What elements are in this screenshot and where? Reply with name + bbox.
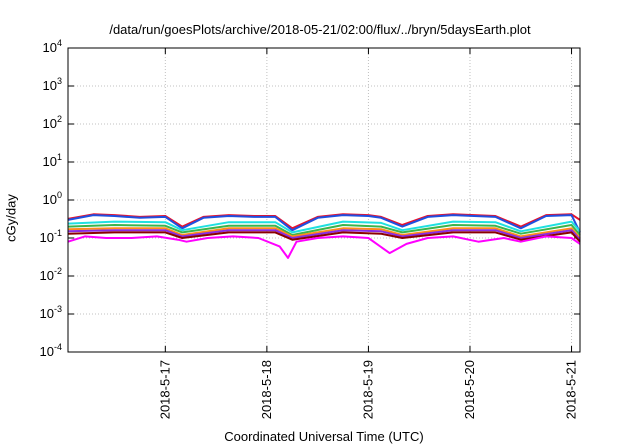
data-series-line (67, 214, 581, 233)
chart-title: /data/run/goesPlots/archive/2018-05-21/0… (109, 22, 531, 37)
y-tick-label: 10-3 (40, 304, 62, 321)
y-tick-label: 103 (43, 76, 62, 93)
data-series-line (67, 235, 581, 259)
x-tick-label: 2018-5-17 (157, 360, 172, 419)
x-tick-label: 2018-5-20 (462, 360, 477, 419)
x-tick-label: 2018-5-21 (564, 360, 579, 419)
y-tick-label: 101 (43, 152, 62, 169)
x-tick-label: 2018-5-18 (259, 360, 274, 419)
data-series-line (67, 220, 581, 234)
x-axis-label: Coordinated Universal Time (UTC) (224, 429, 424, 444)
y-tick-label: 104 (43, 38, 62, 55)
y-tick-label: 10-1 (40, 228, 62, 245)
x-tick-label: 2018-5-19 (360, 360, 375, 419)
data-series-line (67, 231, 581, 243)
y-tick-label: 100 (43, 190, 62, 207)
y-axis-label: cGy/day (3, 194, 19, 242)
y-tick-label: 102 (43, 114, 62, 131)
plot-frame (67, 47, 581, 353)
data-series-line (67, 229, 581, 241)
data-series-line (67, 227, 581, 239)
y-tick-label: 10-4 (40, 342, 62, 359)
data-series-line (67, 224, 581, 236)
y-tick-label: 10-2 (40, 266, 62, 283)
